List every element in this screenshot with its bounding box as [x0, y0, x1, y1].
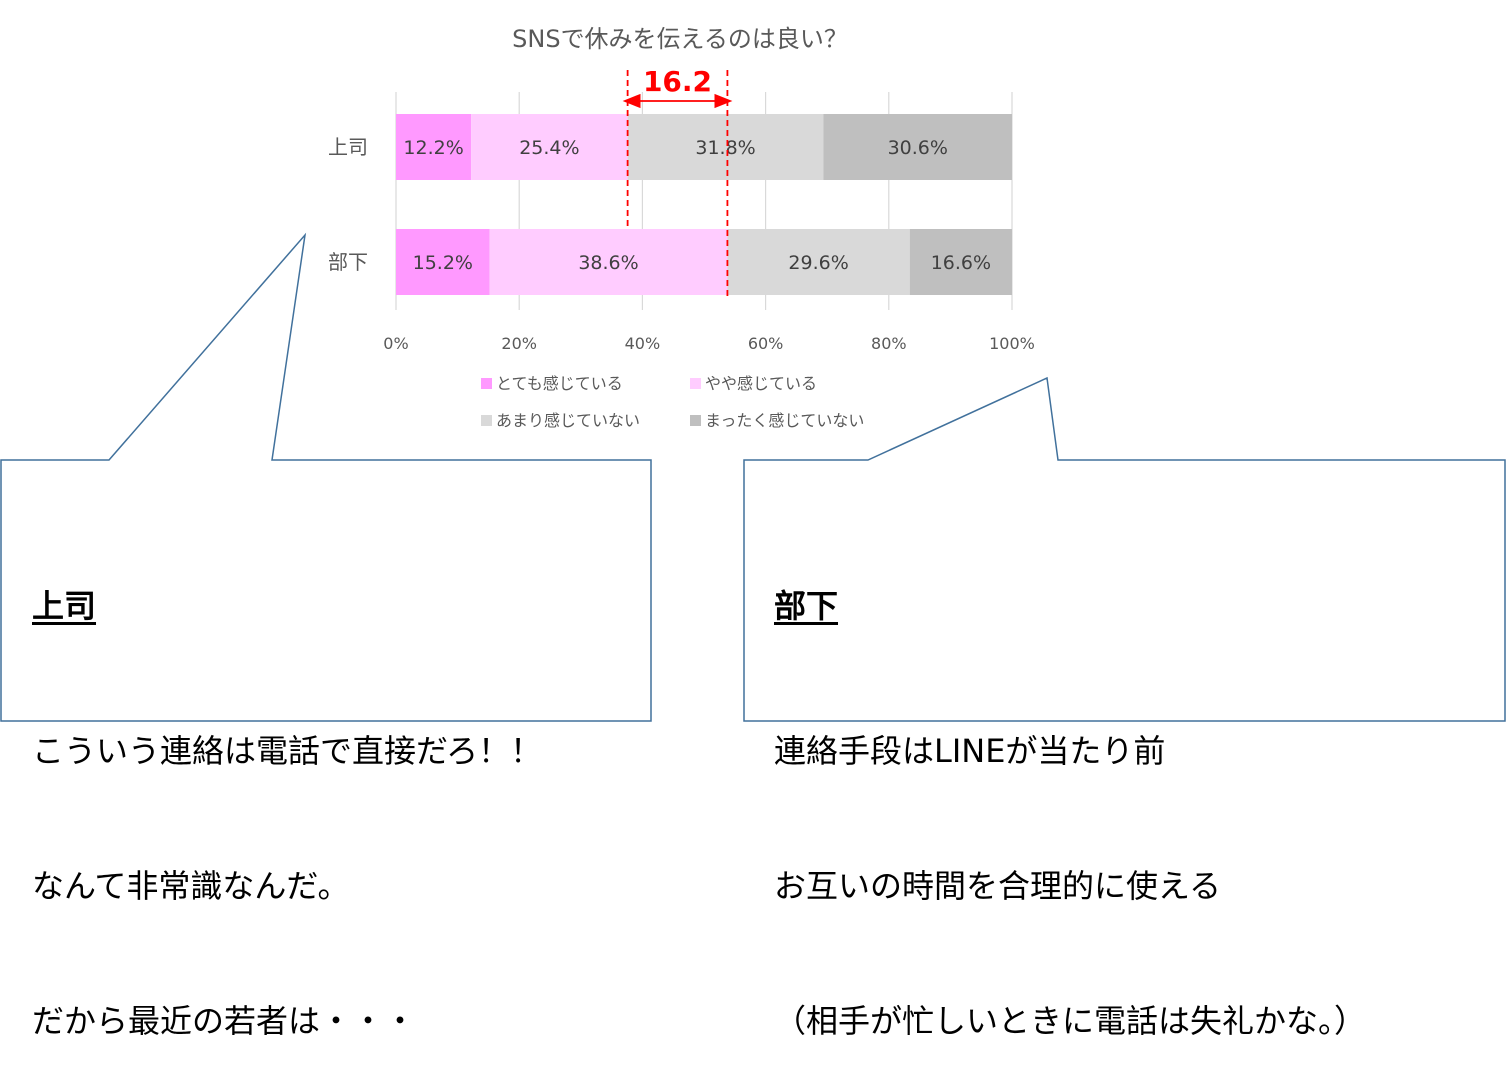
legend-label: あまり感じていない [496, 411, 640, 430]
bar-segment [727, 229, 910, 295]
boss-callout-title: 上司 [32, 587, 97, 625]
bar-segment [396, 229, 490, 295]
legend-swatch [690, 415, 701, 426]
x-axis: 0% 20% 40% 60% 80% 100% [383, 334, 1035, 353]
x-tick-label: 0% [383, 334, 408, 353]
bar-segment [627, 114, 824, 180]
x-tick-label: 40% [625, 334, 661, 353]
x-tick-label: 20% [501, 334, 537, 353]
legend-label: やや感じている [705, 374, 817, 393]
data-label: 25.4% [519, 137, 579, 159]
boss-callout-line: こういう連絡は電話で直接だろ！！ [32, 732, 543, 770]
boss-callout-shape [0, 232, 652, 722]
boss-callout-text: 上司 こういう連絡は電話で直接だろ！！ なんて非常識なんだ。 だから最近の若者は… [32, 494, 542, 1089]
legend-swatch [690, 378, 701, 389]
chart-title: SNSで休みを伝えるのは良い？ [512, 25, 848, 53]
data-label: 30.6% [888, 137, 948, 159]
subordinate-callout-line: （相手が忙しいときに電話は失礼かな。） [774, 1002, 1367, 1040]
bar-segment [823, 114, 1012, 180]
x-tick-label: 80% [871, 334, 907, 353]
annotation-label: 16.2 [643, 65, 712, 98]
chart-area: SNSで休みを伝えるのは良い？ 12.2% 25.4% 31.8% 30.6% 15.2… [0, 25, 1506, 722]
legend-swatch [481, 415, 492, 426]
x-tick-label: 60% [748, 334, 784, 353]
legend-label: まったく感じていない [705, 411, 864, 430]
subordinate-callout-line: お互いの時間を合理的に使える [774, 867, 1222, 905]
x-tick-label: 100% [989, 334, 1035, 353]
boss-callout-line: なんて非常識なんだ。 [32, 867, 350, 905]
data-label: 38.6% [578, 252, 638, 274]
subordinate-callout-line: 連絡手段はLINEが当たり前 [774, 732, 1166, 770]
subordinate-callout-shape [743, 376, 1506, 722]
data-label: 16.6% [931, 252, 991, 274]
bars: 12.2% 25.4% 31.8% 30.6% 15.2% 38.6% 29.6% 16.6% [396, 114, 1012, 295]
difference-annotation: 16.2 [622, 65, 733, 296]
legend-label: とても感じている [496, 374, 623, 393]
bar-segment [396, 114, 472, 180]
category-label: 上司 [328, 135, 368, 159]
bar-segment [471, 114, 628, 180]
data-label: 15.2% [413, 252, 473, 274]
category-label: 部下 [328, 250, 368, 274]
boss-callout-line: だから最近の若者は・・・ [32, 1002, 417, 1040]
subordinate-callout-text: 部下 連絡手段はLINEが当たり前 お互いの時間を合理的に使える （相手が忙しい… [774, 494, 1366, 1089]
data-label: 29.6% [788, 252, 848, 274]
data-label: 12.2% [403, 137, 463, 159]
bar-segment [909, 229, 1012, 295]
bar-segment [489, 229, 728, 295]
data-label: 31.8% [695, 137, 755, 159]
subordinate-callout-title: 部下 [774, 587, 839, 625]
legend-swatch [481, 378, 492, 389]
